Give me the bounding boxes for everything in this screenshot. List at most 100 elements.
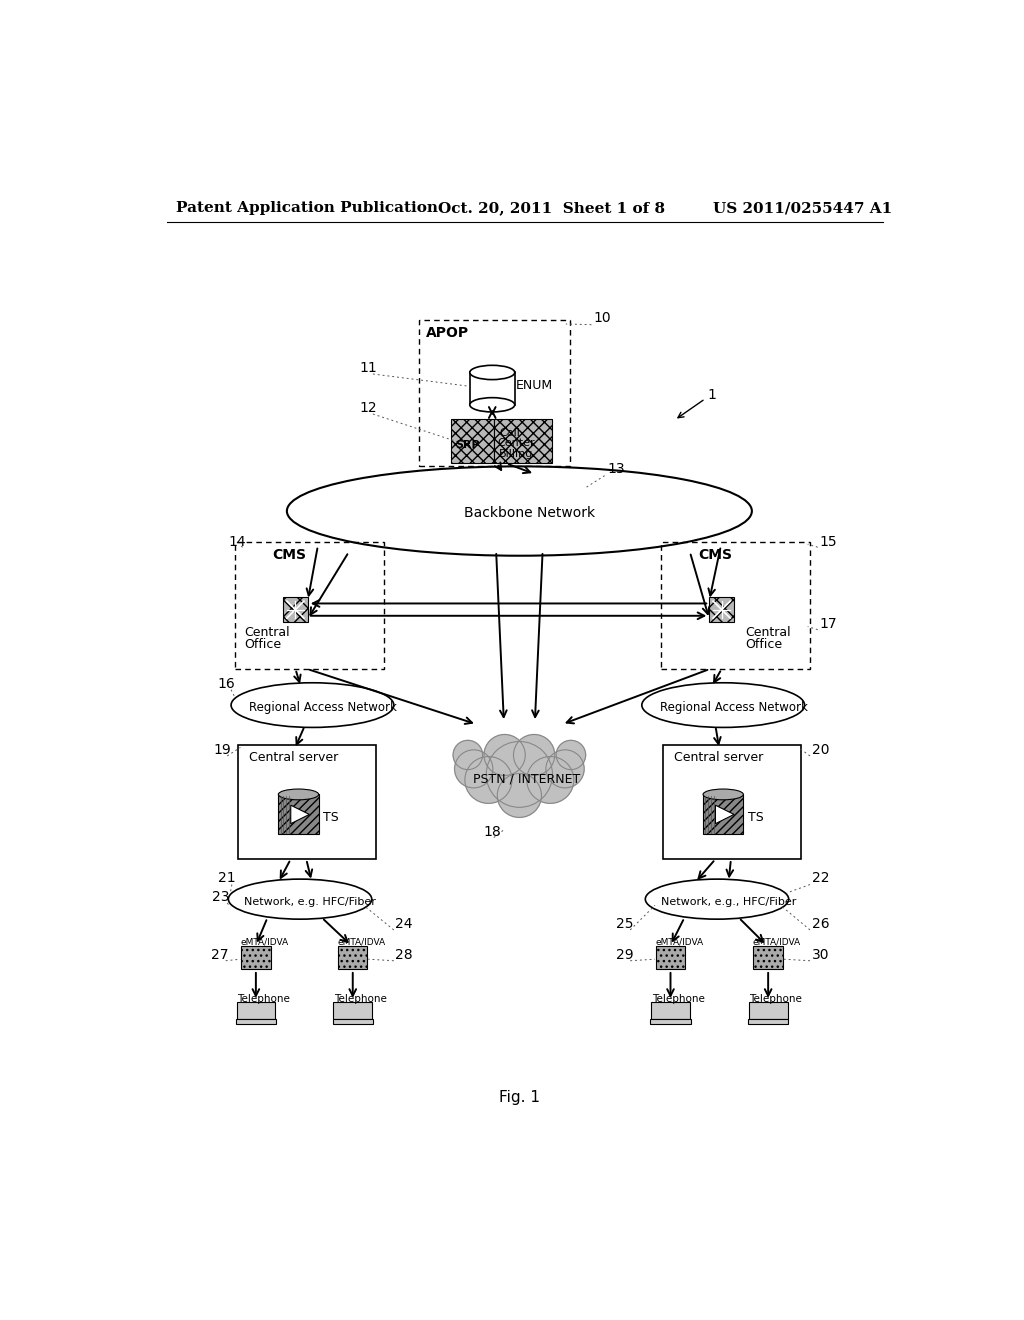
- Bar: [663, 744, 801, 859]
- Text: eMTA/IDVA: eMTA/IDVA: [655, 937, 703, 946]
- Text: eMTA/IDVA: eMTA/IDVA: [753, 937, 801, 946]
- Bar: [238, 744, 376, 859]
- Text: Oct. 20, 2011  Sheet 1 of 8: Oct. 20, 2011 Sheet 1 of 8: [438, 202, 666, 215]
- Text: 13: 13: [607, 462, 625, 475]
- Bar: [494, 418, 552, 463]
- Text: Network, e.g. HFC/Fiber: Network, e.g. HFC/Fiber: [245, 896, 376, 907]
- Text: Office: Office: [744, 638, 782, 651]
- Text: Backbone Network: Backbone Network: [464, 507, 595, 520]
- Bar: [283, 597, 308, 622]
- Text: 21: 21: [218, 871, 236, 886]
- Text: PSTN / INTERNET: PSTN / INTERNET: [473, 772, 581, 785]
- Text: 29: 29: [616, 948, 634, 962]
- Text: US 2011/0255447 A1: US 2011/0255447 A1: [713, 202, 892, 215]
- Ellipse shape: [703, 789, 743, 800]
- Text: Office: Office: [245, 638, 282, 651]
- Bar: [279, 795, 318, 834]
- Bar: [338, 946, 368, 969]
- Text: 11: 11: [359, 362, 377, 375]
- Bar: [650, 1019, 690, 1024]
- Ellipse shape: [287, 466, 752, 556]
- Text: 20: 20: [812, 743, 829, 756]
- Text: eMTA/IDVA: eMTA/IDVA: [337, 937, 385, 946]
- Bar: [333, 1019, 373, 1024]
- Text: Fig. 1: Fig. 1: [499, 1089, 540, 1105]
- Text: 10: 10: [593, 310, 610, 325]
- Text: SRP: SRP: [455, 440, 479, 450]
- Ellipse shape: [470, 397, 515, 412]
- Bar: [655, 946, 685, 969]
- Text: 15: 15: [819, 535, 837, 549]
- Ellipse shape: [231, 682, 394, 727]
- Circle shape: [546, 750, 584, 788]
- Text: Central server: Central server: [249, 751, 338, 763]
- Bar: [419, 321, 569, 466]
- Text: CMS: CMS: [698, 548, 732, 562]
- Text: 16: 16: [217, 677, 234, 692]
- Text: ENUM: ENUM: [515, 379, 553, 392]
- Text: Regional Access Network: Regional Access Network: [249, 701, 396, 714]
- Bar: [236, 1019, 276, 1024]
- Text: 26: 26: [812, 917, 829, 932]
- Text: 28: 28: [395, 948, 413, 962]
- Text: 25: 25: [616, 917, 634, 932]
- Text: 18: 18: [483, 825, 501, 840]
- Bar: [470, 372, 515, 405]
- Text: Patent Application Publication: Patent Application Publication: [176, 202, 438, 215]
- Text: Regional Access Network: Regional Access Network: [659, 701, 808, 714]
- Text: Billing: Billing: [499, 449, 532, 459]
- Bar: [662, 543, 810, 669]
- Text: Telephone: Telephone: [652, 994, 705, 1005]
- Text: 1: 1: [708, 388, 717, 401]
- Bar: [749, 1002, 787, 1019]
- Text: eMTA/IDVA: eMTA/IDVA: [241, 937, 289, 946]
- Text: 30: 30: [812, 948, 829, 962]
- Circle shape: [556, 741, 586, 770]
- Text: Telephone: Telephone: [238, 994, 290, 1005]
- Circle shape: [455, 750, 493, 788]
- Ellipse shape: [645, 879, 788, 919]
- Circle shape: [498, 774, 542, 817]
- Ellipse shape: [470, 366, 515, 380]
- Bar: [237, 1002, 275, 1019]
- Circle shape: [465, 756, 512, 804]
- Bar: [334, 1002, 372, 1019]
- Text: APOP: APOP: [426, 326, 469, 341]
- Text: TS: TS: [748, 810, 764, 824]
- Text: 14: 14: [228, 535, 247, 549]
- Bar: [241, 946, 270, 969]
- Text: 23: 23: [212, 891, 229, 904]
- Text: 24: 24: [395, 917, 413, 932]
- Text: 27: 27: [211, 948, 228, 962]
- Ellipse shape: [279, 789, 318, 800]
- Bar: [651, 1002, 690, 1019]
- Polygon shape: [716, 805, 734, 824]
- Text: 22: 22: [812, 871, 829, 886]
- Text: 19: 19: [213, 743, 231, 756]
- Circle shape: [526, 756, 573, 804]
- Bar: [748, 1019, 788, 1024]
- Text: TS: TS: [324, 810, 339, 824]
- Circle shape: [486, 742, 553, 808]
- Text: Call: Call: [500, 428, 520, 438]
- Text: 17: 17: [819, 618, 837, 631]
- Text: Center: Center: [497, 438, 535, 449]
- Bar: [754, 946, 783, 969]
- Ellipse shape: [642, 682, 805, 727]
- Circle shape: [513, 734, 555, 775]
- Text: Network, e.g., HFC/Fiber: Network, e.g., HFC/Fiber: [662, 896, 797, 907]
- Polygon shape: [291, 805, 309, 824]
- Text: 12: 12: [359, 401, 377, 416]
- Text: Telephone: Telephone: [750, 994, 803, 1005]
- Text: Telephone: Telephone: [334, 994, 387, 1005]
- Bar: [710, 597, 734, 622]
- Text: Central: Central: [744, 626, 791, 639]
- Text: Central: Central: [245, 626, 290, 639]
- Text: Central server: Central server: [674, 751, 763, 763]
- Ellipse shape: [228, 879, 372, 919]
- Circle shape: [484, 734, 525, 775]
- Circle shape: [453, 741, 482, 770]
- Bar: [234, 543, 384, 669]
- Text: CMS: CMS: [272, 548, 306, 562]
- Bar: [452, 418, 494, 463]
